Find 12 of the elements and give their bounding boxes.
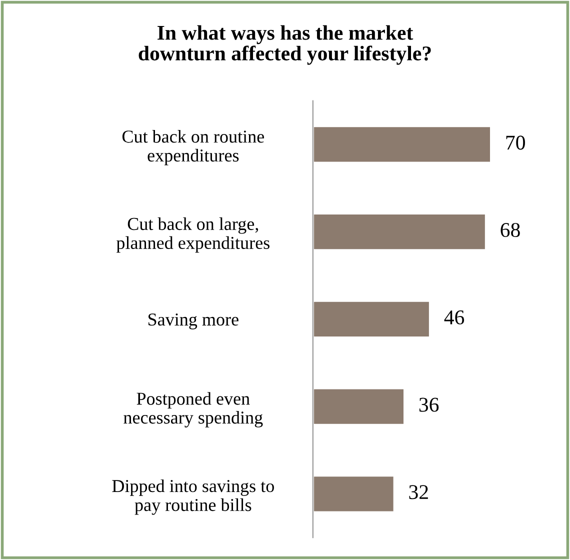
y-tick-label: Dipped into savings to pay routine bills — [112, 479, 274, 515]
data-label: 70 — [506, 136, 525, 150]
y-tick-label: Cut back on routine expenditures — [122, 130, 264, 166]
data-label: 32 — [409, 485, 428, 500]
y-tick-label: Saving more — [148, 313, 238, 330]
data-label: 36 — [419, 398, 439, 412]
y-tick-label: Postponed even necessary spending — [124, 392, 263, 428]
data-label: 46 — [444, 310, 464, 324]
y-tick-label: Cut back on large, planned expenditures — [116, 217, 270, 253]
chart-title: In what ways has the market downturn affected your lifestyle? — [138, 25, 431, 65]
bar — [312, 474, 396, 514]
data-label: 68 — [500, 222, 520, 238]
